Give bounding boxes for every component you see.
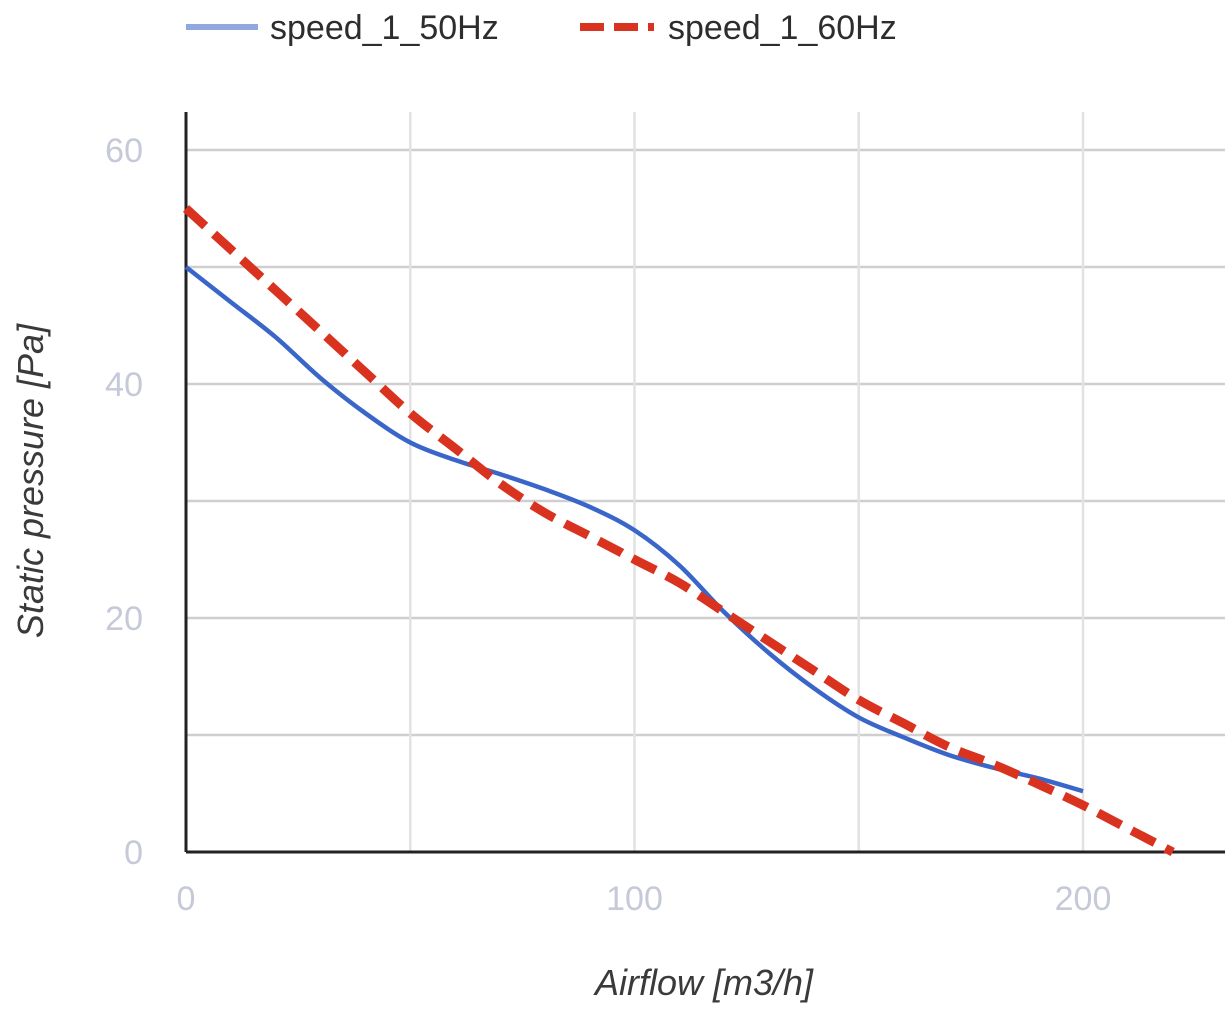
y-tick-label: 40 <box>105 366 143 404</box>
series-line-speed_1_50Hz <box>184 265 1084 794</box>
axis-layer: 0 20 40 60 0 100 200 <box>105 112 1225 918</box>
series-line-speed_1_60Hz <box>182 205 1175 856</box>
y-tick-label: 60 <box>105 132 143 170</box>
label-layer: Airflow [m3/h] Static pressure [Pa] <box>10 323 814 1003</box>
y-axis-title: Static pressure [Pa] <box>10 323 51 638</box>
x-tick-label: 0 <box>177 880 196 918</box>
y-tick-label: 20 <box>105 600 143 638</box>
series-layer <box>182 205 1175 856</box>
legend-label-speed_1_50Hz: speed_1_50Hz <box>270 9 499 47</box>
legend: speed_1_50Hz speed_1_60Hz <box>186 9 897 47</box>
x-tick-label: 100 <box>606 880 663 918</box>
x-tick-label: 200 <box>1055 880 1112 918</box>
y-tick-label: 0 <box>124 834 143 872</box>
legend-label-speed_1_60Hz: speed_1_60Hz <box>668 9 897 47</box>
x-axis-title: Airflow [m3/h] <box>593 962 814 1003</box>
grid-layer <box>186 112 1225 852</box>
